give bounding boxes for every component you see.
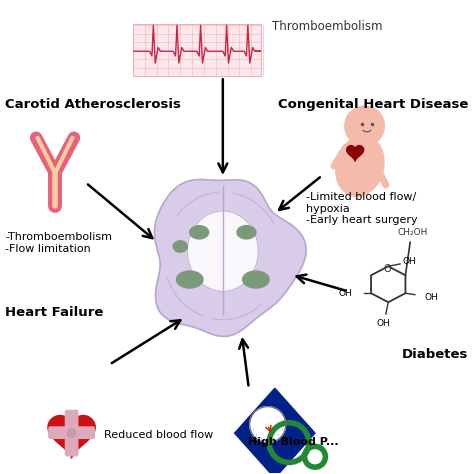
Text: OH: OH: [424, 292, 438, 301]
Text: Carotid Atherosclerosis: Carotid Atherosclerosis: [5, 98, 181, 110]
Ellipse shape: [336, 136, 384, 196]
Text: High Blood P...: High Blood P...: [248, 438, 339, 447]
Polygon shape: [187, 211, 258, 292]
FancyBboxPatch shape: [65, 410, 78, 456]
Text: O: O: [384, 264, 392, 274]
Ellipse shape: [190, 226, 209, 239]
Text: -Thromboembolism
-Flow limitation: -Thromboembolism -Flow limitation: [5, 232, 112, 254]
Text: OH: OH: [377, 319, 391, 328]
Text: OH: OH: [402, 257, 416, 266]
Text: Heart Failure: Heart Failure: [5, 306, 104, 319]
Text: Thromboembolism: Thromboembolism: [273, 19, 383, 33]
Polygon shape: [346, 146, 364, 161]
FancyBboxPatch shape: [133, 24, 261, 76]
FancyBboxPatch shape: [49, 427, 94, 438]
Text: Diabetes: Diabetes: [402, 348, 469, 361]
Polygon shape: [235, 388, 315, 474]
Ellipse shape: [176, 271, 203, 288]
Ellipse shape: [237, 226, 256, 239]
Circle shape: [250, 407, 286, 443]
Text: Reduced blood flow: Reduced blood flow: [104, 430, 214, 440]
Polygon shape: [155, 180, 306, 337]
Text: Congenital Heart Disease: Congenital Heart Disease: [278, 98, 469, 110]
Text: -Limited blood flow/
hypoxia
-Early heart surgery: -Limited blood flow/ hypoxia -Early hear…: [306, 192, 417, 225]
Circle shape: [345, 106, 384, 146]
Ellipse shape: [67, 429, 76, 438]
Ellipse shape: [173, 241, 187, 252]
Text: CH₂OH: CH₂OH: [397, 228, 428, 237]
Polygon shape: [48, 416, 95, 458]
Ellipse shape: [243, 271, 269, 288]
Text: OH: OH: [338, 289, 352, 298]
